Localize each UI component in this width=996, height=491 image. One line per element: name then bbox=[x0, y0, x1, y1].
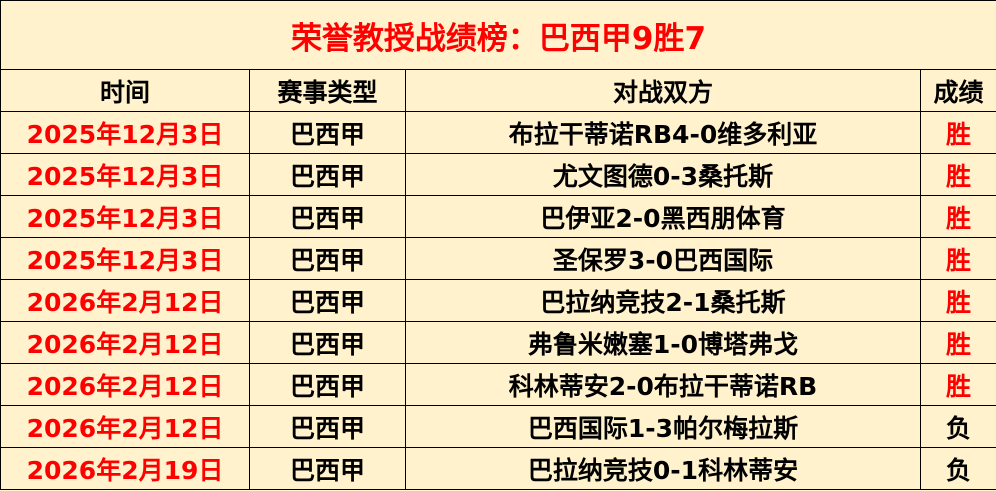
result-cell: 胜 bbox=[919, 321, 996, 364]
match-cell: 圣保罗3-0巴西国际 bbox=[405, 237, 921, 280]
table-row: 2025年12月3日 巴西甲 圣保罗3-0巴西国际胜 bbox=[0, 237, 996, 280]
date-cell: 2026年2月12日 bbox=[0, 279, 250, 322]
result-cell: 胜 bbox=[919, 111, 996, 154]
match-cell: 弗鲁米嫩塞1-0博塔弗戈 bbox=[405, 321, 921, 364]
header-league: 赛事类型 bbox=[249, 69, 406, 112]
league-cell: 巴西甲 bbox=[249, 447, 406, 490]
date-cell: 2026年2月12日 bbox=[0, 405, 250, 448]
league-cell: 巴西甲 bbox=[249, 405, 406, 448]
result-cell: 胜 bbox=[919, 237, 996, 280]
result-cell: 胜 bbox=[919, 195, 996, 238]
table-row: 2025年12月3日 巴西甲 布拉干蒂诺RB4-0维多利亚胜 bbox=[0, 111, 996, 154]
result-cell: 胜 bbox=[919, 279, 996, 322]
table-row: 2026年2月12日 巴西甲 巴拉纳竞技2-1桑托斯胜 bbox=[0, 279, 996, 322]
header-row: 时间 赛事类型 对战双方 成绩 bbox=[0, 69, 996, 112]
result-cell: 负 bbox=[919, 405, 996, 448]
match-cell: 巴拉纳竞技0-1科林蒂安 bbox=[405, 447, 921, 490]
match-cell: 巴伊亚2-0黑西朋体育 bbox=[405, 195, 921, 238]
page-title: 荣誉教授战绩榜：巴西甲9胜7 bbox=[0, 0, 996, 70]
match-cell: 巴西国际1-3帕尔梅拉斯 bbox=[405, 405, 921, 448]
league-cell: 巴西甲 bbox=[249, 279, 406, 322]
match-cell: 尤文图德0-3桑托斯 bbox=[405, 153, 921, 196]
result-cell: 胜 bbox=[919, 153, 996, 196]
result-cell: 胜 bbox=[919, 363, 996, 406]
match-cell: 布拉干蒂诺RB4-0维多利亚 bbox=[405, 111, 921, 154]
table-row: 2025年12月3日 巴西甲 巴伊亚2-0黑西朋体育胜 bbox=[0, 195, 996, 238]
header-match: 对战双方 bbox=[405, 69, 921, 112]
league-cell: 巴西甲 bbox=[249, 195, 406, 238]
date-cell: 2025年12月3日 bbox=[0, 153, 250, 196]
date-cell: 2025年12月3日 bbox=[0, 111, 250, 154]
league-cell: 巴西甲 bbox=[249, 111, 406, 154]
match-cell: 科林蒂安2-0布拉干蒂诺RB bbox=[405, 363, 921, 406]
date-cell: 2025年12月3日 bbox=[0, 195, 250, 238]
league-cell: 巴西甲 bbox=[249, 363, 406, 406]
league-cell: 巴西甲 bbox=[249, 153, 406, 196]
date-cell: 2026年2月12日 bbox=[0, 321, 250, 364]
date-cell: 2026年2月12日 bbox=[0, 363, 250, 406]
table-row: 2026年2月12日 巴西甲 弗鲁米嫩塞1-0博塔弗戈胜 bbox=[0, 321, 996, 364]
header-result: 成绩 bbox=[919, 69, 996, 112]
result-cell: 负 bbox=[919, 447, 996, 490]
header-time: 时间 bbox=[0, 69, 250, 112]
date-cell: 2025年12月3日 bbox=[0, 237, 250, 280]
match-cell: 巴拉纳竞技2-1桑托斯 bbox=[405, 279, 921, 322]
table-row: 2025年12月3日 巴西甲 尤文图德0-3桑托斯胜 bbox=[0, 153, 996, 196]
table-row: 2026年2月12日 巴西甲 巴西国际1-3帕尔梅拉斯负 bbox=[0, 405, 996, 448]
league-cell: 巴西甲 bbox=[249, 321, 406, 364]
date-cell: 2026年2月19日 bbox=[0, 447, 250, 490]
league-cell: 巴西甲 bbox=[249, 237, 406, 280]
table-row: 2026年2月12日 巴西甲 科林蒂安2-0布拉干蒂诺RB 胜 bbox=[0, 363, 996, 406]
table-row: 2026年2月19日 巴西甲 巴拉纳竞技0-1科林蒂安负 bbox=[0, 447, 996, 490]
